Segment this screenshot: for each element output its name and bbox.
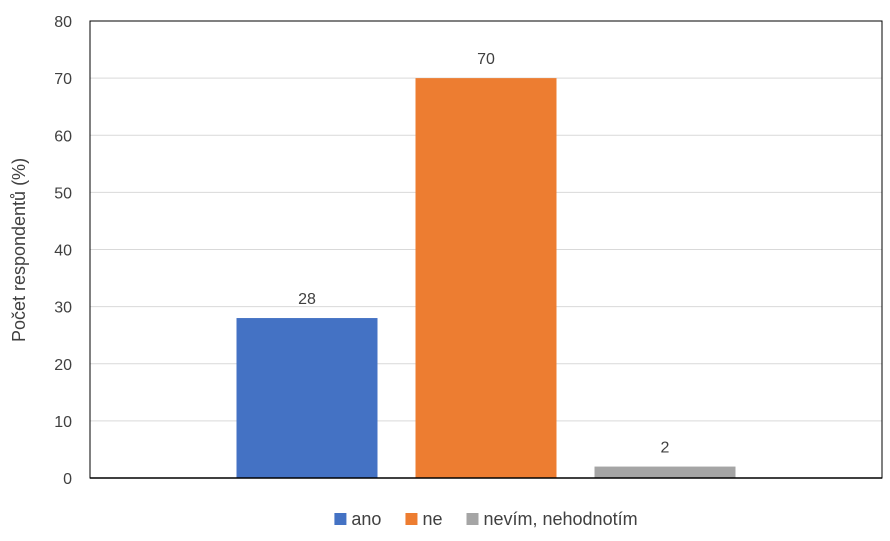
- legend-label: ne: [422, 509, 442, 529]
- axes: [89, 20, 883, 479]
- bar-2: [415, 78, 557, 478]
- legend-item: ne: [405, 509, 442, 529]
- data-labels: 28 70 2: [298, 51, 669, 456]
- y-tick-label: 80: [54, 14, 72, 31]
- data-label: 28: [298, 291, 316, 308]
- y-tick-label: 0: [63, 471, 72, 488]
- y-tick-labels: 0 10 20 30 40 50 60 70 80: [54, 14, 72, 488]
- y-tick-label: 50: [54, 185, 72, 202]
- y-tick-label: 10: [54, 414, 72, 431]
- data-label: 2: [661, 440, 670, 457]
- y-tick-label: 60: [54, 128, 72, 145]
- legend-item: nevím, nehodnotím: [466, 509, 638, 529]
- y-tick-label: 30: [54, 300, 72, 317]
- legend-label: ano: [351, 509, 381, 529]
- y-tick-label: 20: [54, 357, 72, 374]
- legend-label: nevím, nehodnotím: [483, 509, 637, 529]
- legend-swatch: [405, 513, 418, 525]
- legend-swatch: [334, 513, 347, 525]
- legend-item: ano: [334, 509, 381, 529]
- y-tick-label: 40: [54, 243, 72, 260]
- legend: ano ne nevím, nehodnotím: [334, 509, 638, 529]
- y-axis-title: Počet respondentů (%): [9, 158, 29, 342]
- y-tick-label: 70: [54, 71, 72, 88]
- bar-3: [594, 466, 736, 478]
- legend-swatch: [466, 513, 479, 525]
- data-label: 70: [477, 51, 495, 68]
- bars: [236, 78, 736, 478]
- bar-1: [236, 318, 378, 478]
